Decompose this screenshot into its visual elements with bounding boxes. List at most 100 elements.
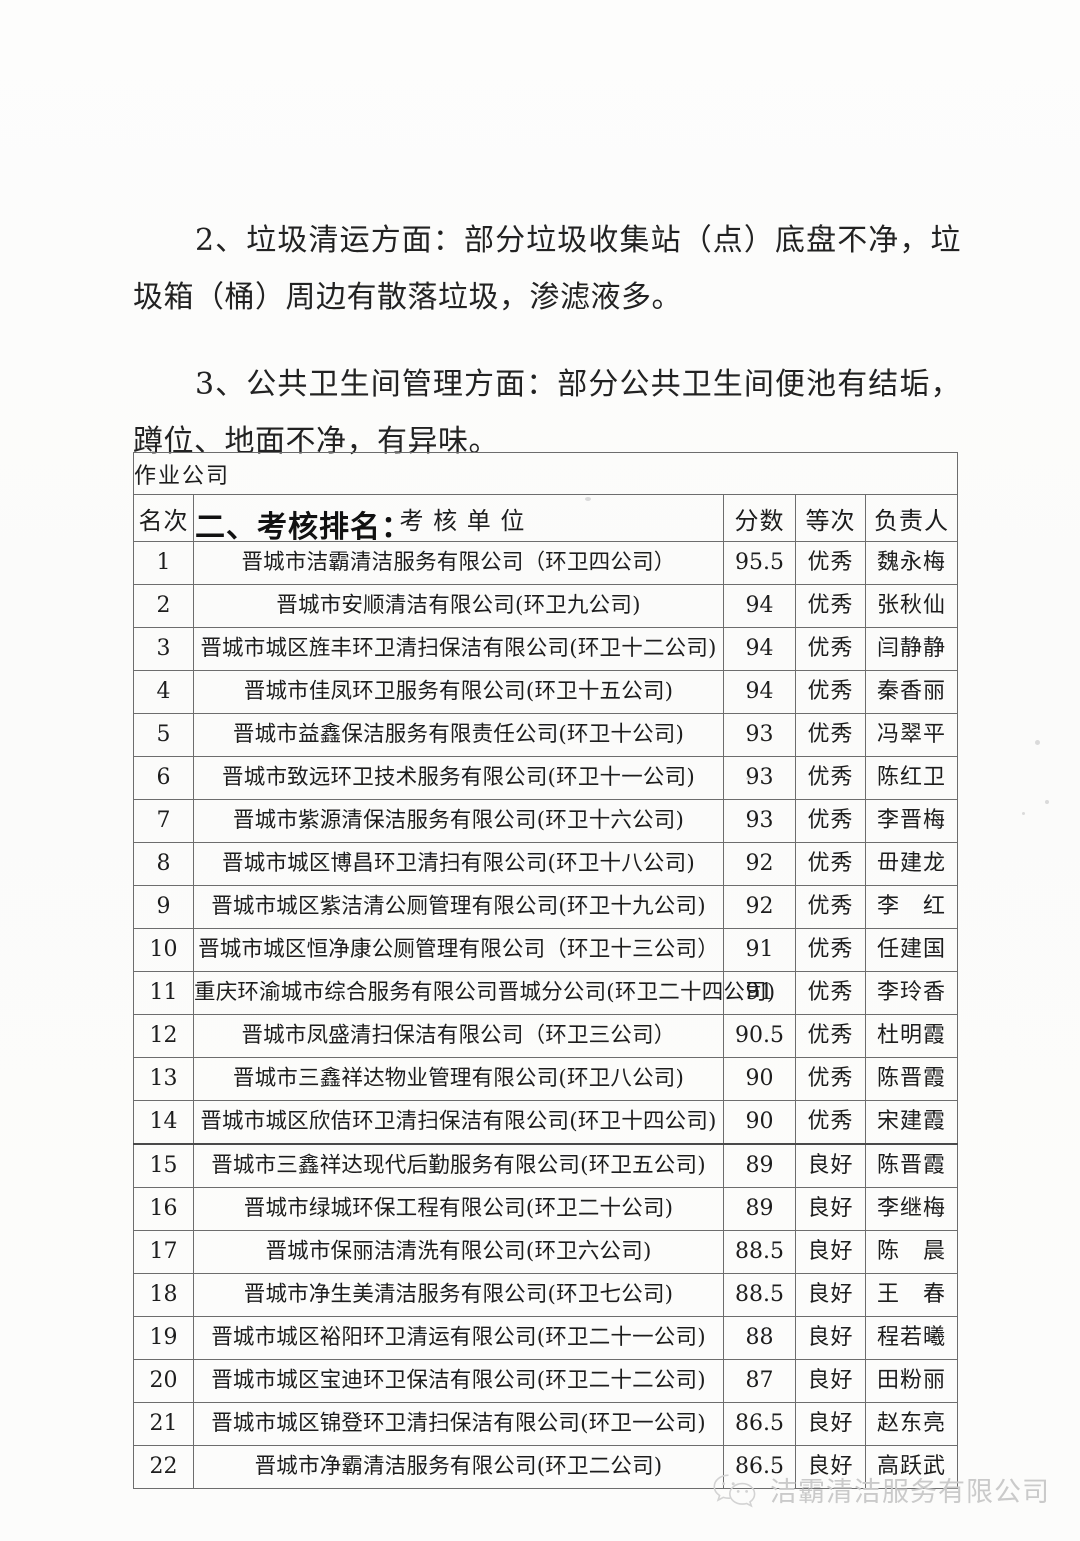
cell-rank: 19 (133, 1316, 194, 1360)
cell-person: 毌建龙 (864, 842, 959, 886)
cell-person: 李继梅 (864, 1187, 959, 1231)
scan-speckle (1035, 740, 1040, 745)
header-unit: 考 核 单 位 (193, 494, 724, 542)
cell-unit: 晋城市凤盛清扫保洁有限公司（环卫三公司） (193, 1014, 724, 1058)
cell-grade: 优秀 (795, 1014, 866, 1058)
cell-score: 93 (723, 799, 796, 843)
cell-person: 陈晋霞 (864, 1143, 959, 1188)
table-row: 13 晋城市三鑫祥达物业管理有限公司(环卫八公司) 90 优秀 陈晋霞 (133, 1057, 959, 1101)
cell-grade: 优秀 (795, 584, 866, 628)
table-header-row: 名次 考 核 单 位 分数 等次 负责人 (133, 494, 959, 542)
cell-person: 王 春 (864, 1273, 959, 1317)
cell-person: 李玲香 (864, 971, 959, 1015)
cell-rank: 2 (133, 584, 194, 628)
table-row: 18 晋城市净生美清洁服务有限公司(环卫七公司) 88.5 良好王 春 (133, 1273, 959, 1317)
table-row: 10 晋城市城区恒净康公厕管理有限公司（环卫十三公司） 91 优秀 任建国 (133, 928, 959, 972)
cell-score: 92 (723, 842, 796, 886)
header-person: 负责人 (864, 494, 959, 542)
table-row: 2 晋城市安顺清洁有限公司(环卫九公司) 94 优秀 张秋仙 (133, 584, 959, 628)
cell-unit: 晋城市益鑫保洁服务有限责任公司(环卫十公司) (193, 713, 724, 757)
cell-rank: 1 (133, 541, 194, 585)
table-row: 20 晋城市城区宝迪环卫保洁有限公司(环卫二十二公司) 87 良好 田粉丽 (133, 1359, 959, 1403)
cell-person: 张秋仙 (864, 584, 959, 628)
cell-rank: 5 (133, 713, 194, 757)
cell-unit: 晋城市城区博昌环卫清扫有限公司(环卫十八公司) (193, 842, 724, 886)
cell-grade: 良好 (795, 1445, 866, 1489)
cell-grade: 优秀 (795, 1057, 866, 1101)
cell-rank: 3 (133, 627, 194, 671)
cell-grade: 良好 (795, 1187, 866, 1231)
footer-watermark: 洁霸清洁服务有限公司 (712, 1470, 1050, 1509)
scan-speckle (1022, 812, 1025, 815)
table-row: 22 晋城市净霸清洁服务有限公司(环卫二公司) 86.5 良好 高跃武 (133, 1445, 959, 1489)
cell-score: 90 (723, 1100, 796, 1145)
cell-rank: 8 (133, 842, 194, 886)
cell-score: 90.5 (723, 1014, 796, 1058)
ranking-table-body: 作业公司 名次 考 核 单 位 分数 等次 负责人 1 晋城市洁霸清洁服务有限公司… (132, 452, 959, 1489)
cell-score: 95.5 (723, 541, 796, 585)
cell-grade: 良好 (795, 1143, 866, 1188)
cell-score: 88.5 (723, 1230, 796, 1274)
cell-person: 宋建霞 (864, 1100, 959, 1145)
cell-unit: 晋城市洁霸清洁服务有限公司（环卫四公司） (193, 541, 724, 585)
cell-unit: 晋城市城区锦登环卫清扫保洁有限公司(环卫一公司) (193, 1402, 724, 1446)
table-row: 17 晋城市保丽洁清洗有限公司(环卫六公司) 88.5 良好陈 晨 (133, 1230, 959, 1274)
cell-person: 冯翠平 (864, 713, 959, 757)
cell-unit: 晋城市城区宝迪环卫保洁有限公司(环卫二十二公司) (193, 1359, 724, 1403)
cell-unit: 晋城市净生美清洁服务有限公司(环卫七公司) (193, 1273, 724, 1317)
cell-rank: 4 (133, 670, 194, 714)
cell-score: 86.5 (723, 1402, 796, 1446)
cell-rank: 16 (133, 1187, 194, 1231)
cell-score: 88.5 (723, 1273, 796, 1317)
cell-score: 88 (723, 1316, 796, 1360)
cell-unit: 晋城市城区裕阳环卫清运有限公司(环卫二十一公司) (193, 1316, 724, 1360)
cell-grade: 优秀 (795, 842, 866, 886)
cell-unit: 晋城市紫源清保洁服务有限公司(环卫十六公司) (193, 799, 724, 843)
cell-score: 93 (723, 756, 796, 800)
cell-unit: 晋城市城区紫洁清公厕管理有限公司(环卫十九公司) (193, 885, 724, 929)
cell-grade: 优秀 (795, 799, 866, 843)
cell-unit: 晋城市三鑫祥达现代后勤服务有限公司(环卫五公司) (193, 1143, 724, 1188)
table-row: 9 晋城市城区紫洁清公厕管理有限公司(环卫十九公司) 92 优秀李 红 (133, 885, 959, 929)
cell-unit: 晋城市保丽洁清洗有限公司(环卫六公司) (193, 1230, 724, 1274)
cell-score: 93 (723, 713, 796, 757)
cell-unit: 晋城市城区旌丰环卫清扫保洁有限公司(环卫十二公司) (193, 627, 724, 671)
header-grade: 等次 (795, 494, 866, 542)
table-row: 6 晋城市致远环卫技术服务有限公司(环卫十一公司) 93 优秀 陈红卫 (133, 756, 959, 800)
cell-grade: 良好 (795, 1402, 866, 1446)
cell-unit: 晋城市城区恒净康公厕管理有限公司（环卫十三公司） (193, 928, 724, 972)
ranking-table-wrapper: 作业公司 名次 考 核 单 位 分数 等次 负责人 1 晋城市洁霸清洁服务有限公司… (132, 452, 959, 1489)
cell-person: 陈红卫 (864, 756, 959, 800)
cell-score: 91 (723, 971, 796, 1015)
table-row: 19 晋城市城区裕阳环卫清运有限公司(环卫二十一公司) 88 良好 程若曦 (133, 1316, 959, 1360)
cell-grade: 优秀 (795, 971, 866, 1015)
cell-person: 李 红 (864, 885, 959, 929)
cell-rank: 7 (133, 799, 194, 843)
cell-person: 魏永梅 (864, 541, 959, 585)
footer-watermark-text: 洁霸清洁服务有限公司 (770, 1477, 1050, 1508)
table-row: 3 晋城市城区旌丰环卫清扫保洁有限公司(环卫十二公司) 94 优秀 闫静静 (133, 627, 959, 671)
table-row: 5 晋城市益鑫保洁服务有限责任公司(环卫十公司) 93 优秀 冯翠平 (133, 713, 959, 757)
cell-grade: 优秀 (795, 928, 866, 972)
cell-unit: 晋城市三鑫祥达物业管理有限公司(环卫八公司) (193, 1057, 724, 1101)
header-rank: 名次 (133, 494, 194, 542)
scan-speckle (1045, 800, 1049, 804)
cell-person: 高跃武 (864, 1445, 959, 1489)
cell-grade: 优秀 (795, 1100, 866, 1145)
cell-score: 86.5 (723, 1445, 796, 1489)
cell-score: 91 (723, 928, 796, 972)
cell-grade: 良好 (795, 1316, 866, 1360)
cell-score: 92 (723, 885, 796, 929)
table-row: 21 晋城市城区锦登环卫清扫保洁有限公司(环卫一公司) 86.5 良好 赵东亮 (133, 1402, 959, 1446)
table-row: 11 重庆环渝城市综合服务有限公司晋城分公司(环卫二十四公司) 91 优秀 李玲香 (133, 971, 959, 1015)
cell-rank: 17 (133, 1230, 194, 1274)
cell-person: 程若曦 (864, 1316, 959, 1360)
cell-rank: 15 (133, 1143, 194, 1188)
cell-person: 李晋梅 (864, 799, 959, 843)
wechat-icon (712, 1472, 758, 1508)
cell-rank: 20 (133, 1359, 194, 1403)
cell-person: 任建国 (864, 928, 959, 972)
table-row: 7 晋城市紫源清保洁服务有限公司(环卫十六公司) 93 优秀 李晋梅 (133, 799, 959, 843)
table-row: 4 晋城市佳凤环卫服务有限公司(环卫十五公司) 94 优秀 秦香丽 (133, 670, 959, 714)
